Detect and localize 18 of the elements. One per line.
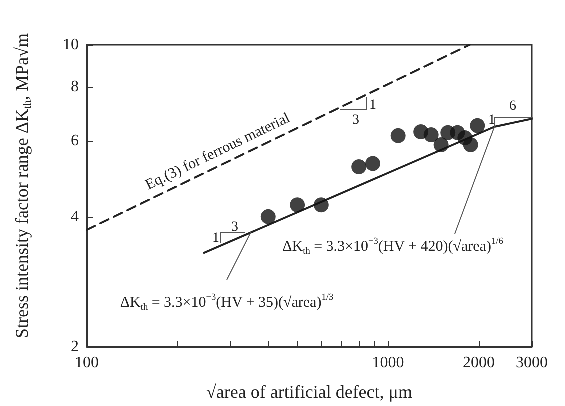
x-tick-label: 1000 bbox=[372, 354, 404, 372]
annotation: 3 bbox=[352, 112, 360, 128]
y-tick-label: 6 bbox=[71, 132, 79, 150]
y-tick-label: 4 bbox=[71, 208, 79, 226]
annotation: 1 bbox=[370, 98, 376, 112]
x-tick-label: 3000 bbox=[516, 354, 548, 372]
y-tick-label: 2 bbox=[71, 338, 79, 356]
annotation: ΔK$_{th}$ = 3.3×10$^{−3}$(HV + 420)(√area)$^{1/6}$ bbox=[282, 237, 504, 257]
x-tick-label: 100 bbox=[75, 354, 99, 372]
annotation: 1 bbox=[488, 112, 496, 128]
y-tick-label: 10 bbox=[63, 36, 79, 54]
annotation: 3 bbox=[232, 220, 238, 234]
annotation: 1 bbox=[212, 230, 220, 246]
y-tick-label: 8 bbox=[71, 78, 79, 96]
x-axis-title: √area of artificial defect, μm bbox=[206, 382, 412, 402]
annotation: 6 bbox=[510, 98, 516, 114]
annotation: ΔK$_{th}$ = 3.3×10$^{−3}$(HV + 35)(√area)$^{1/3}$ bbox=[120, 293, 334, 313]
x-tick-label: 2000 bbox=[462, 354, 495, 372]
